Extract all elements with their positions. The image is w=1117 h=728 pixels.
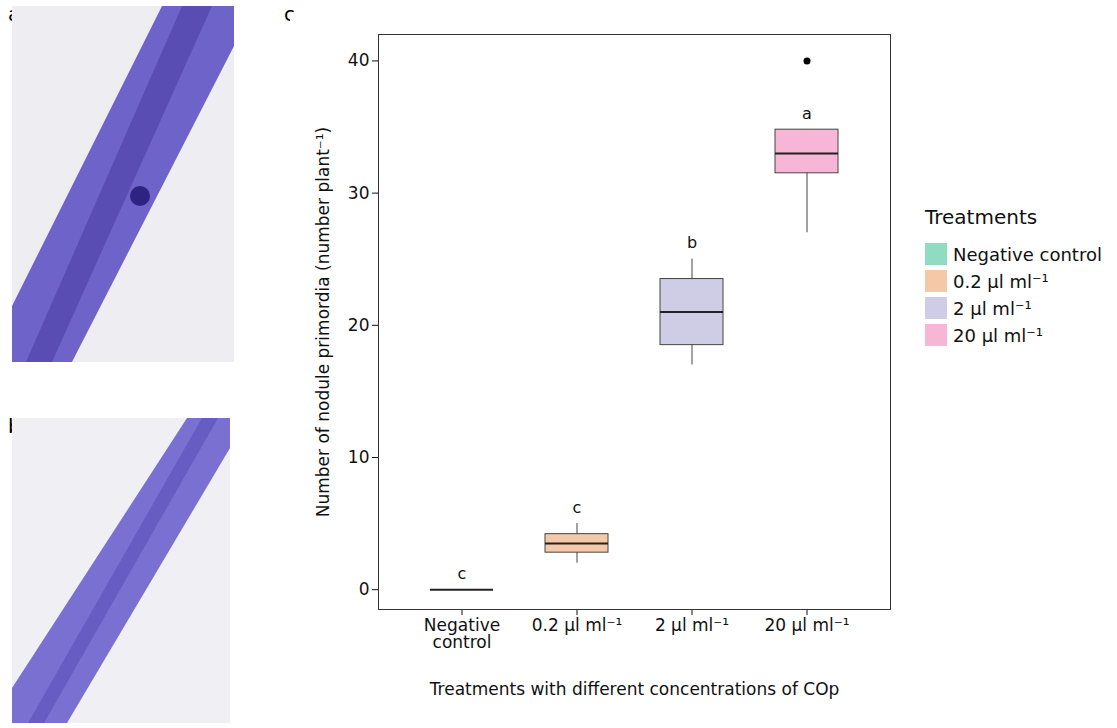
html-text:Negative control: Negative control <box>953 243 1102 265</box>
svg-text:b: b <box>687 233 697 252</box>
svg-text:30: 30 <box>348 183 370 203</box>
svg-text:c: c <box>573 498 582 517</box>
svg-text:c: c <box>458 564 467 583</box>
svg-text:20: 20 <box>348 315 370 335</box>
html-text:Treatments: Treatments <box>925 205 1038 229</box>
svg-text:2 µl ml⁻¹: 2 µl ml⁻¹ <box>655 615 729 635</box>
html-text:0.2 µl ml⁻¹: 0.2 µl ml⁻¹ <box>953 270 1049 292</box>
svg-text:Number of nodule primordia (nu: Number of nodule primordia (number plant… <box>313 127 333 517</box>
html-text:b: b <box>8 414 21 438</box>
html-text:a: a <box>8 2 21 26</box>
svg-text:a: a <box>802 104 812 123</box>
html-text:20 µl ml⁻¹: 20 µl ml⁻¹ <box>953 324 1044 346</box>
svg-text:0.2 µl ml⁻¹: 0.2 µl ml⁻¹ <box>532 615 622 635</box>
svg-text:Negativecontrol: Negativecontrol <box>424 615 500 652</box>
html-text:c: c <box>284 2 295 26</box>
html-text:2 µl ml⁻¹: 2 µl ml⁻¹ <box>953 297 1032 319</box>
svg-text:20 µl ml⁻¹: 20 µl ml⁻¹ <box>764 615 849 635</box>
svg-text:0: 0 <box>359 579 370 599</box>
svg-text:10: 10 <box>348 447 370 467</box>
svg-text:Treatments with different conc: Treatments with different concentrations… <box>429 679 840 699</box>
svg-text:40: 40 <box>348 50 370 70</box>
